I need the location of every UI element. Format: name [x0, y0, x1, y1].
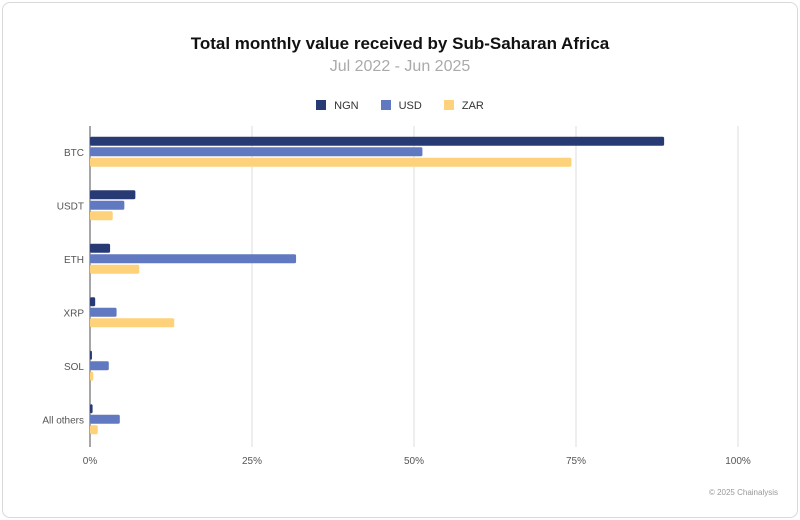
bar-zar-usdt [90, 211, 113, 221]
bar-usd-all-others [90, 414, 120, 424]
legend-swatch [316, 100, 327, 110]
bar-zar-eth [90, 264, 140, 274]
y-tick-label: XRP [63, 308, 84, 319]
x-tick-label: 100% [725, 456, 751, 467]
x-tick-label: 50% [404, 456, 424, 467]
legend-item-ngn[interactable]: NGN [316, 100, 359, 112]
y-tick-label: ETH [64, 255, 84, 266]
bar-usd-btc [90, 147, 423, 157]
bar-usd-sol [90, 361, 109, 371]
bar-ngn-btc [90, 136, 665, 146]
y-tick-label: BTC [64, 148, 84, 159]
bar-zar-all-others [90, 425, 98, 435]
bar-usd-eth [90, 254, 297, 264]
x-tick-label: 25% [242, 456, 262, 467]
bar-ngn-xrp [90, 297, 96, 307]
x-tick-label: 75% [566, 456, 586, 467]
bar-ngn-sol [90, 350, 92, 360]
y-tick-label: All others [42, 415, 84, 426]
bar-zar-sol [90, 371, 94, 381]
legend-label: ZAR [461, 100, 484, 112]
x-tick-label: 0% [83, 456, 98, 467]
legend-swatch [443, 100, 454, 110]
bar-usd-usdt [90, 200, 125, 210]
bar-zar-btc [90, 157, 572, 167]
legend-label: USD [398, 100, 422, 112]
copyright: © 2025 Chainalysis [708, 488, 778, 497]
y-tick-label: SOL [64, 362, 84, 373]
bar-zar-xrp [90, 318, 175, 328]
y-tick-label: USDT [57, 201, 84, 212]
legend-swatch [380, 100, 391, 110]
chart-title: Total monthly value received by Sub-Saha… [190, 34, 610, 53]
bar-ngn-eth [90, 243, 111, 253]
legend-label: NGN [334, 100, 359, 112]
bar-ngn-usdt [90, 190, 136, 200]
bar-usd-xrp [90, 307, 117, 317]
legend: NGN USD ZAR [0, 100, 800, 112]
chart-subtitle: Jul 2022 - Jun 2025 [329, 58, 471, 75]
bar-ngn-all-others [90, 404, 93, 414]
legend-item-zar[interactable]: ZAR [443, 100, 484, 112]
legend-item-usd[interactable]: USD [380, 100, 422, 112]
